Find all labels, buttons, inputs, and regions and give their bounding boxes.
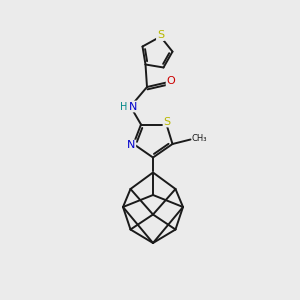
Text: CH₃: CH₃ (192, 134, 208, 143)
Text: S: S (157, 30, 164, 40)
Text: S: S (164, 116, 171, 127)
Text: N: N (127, 140, 135, 151)
Text: O: O (167, 76, 176, 86)
Text: H: H (120, 101, 128, 112)
Text: N: N (129, 101, 138, 112)
